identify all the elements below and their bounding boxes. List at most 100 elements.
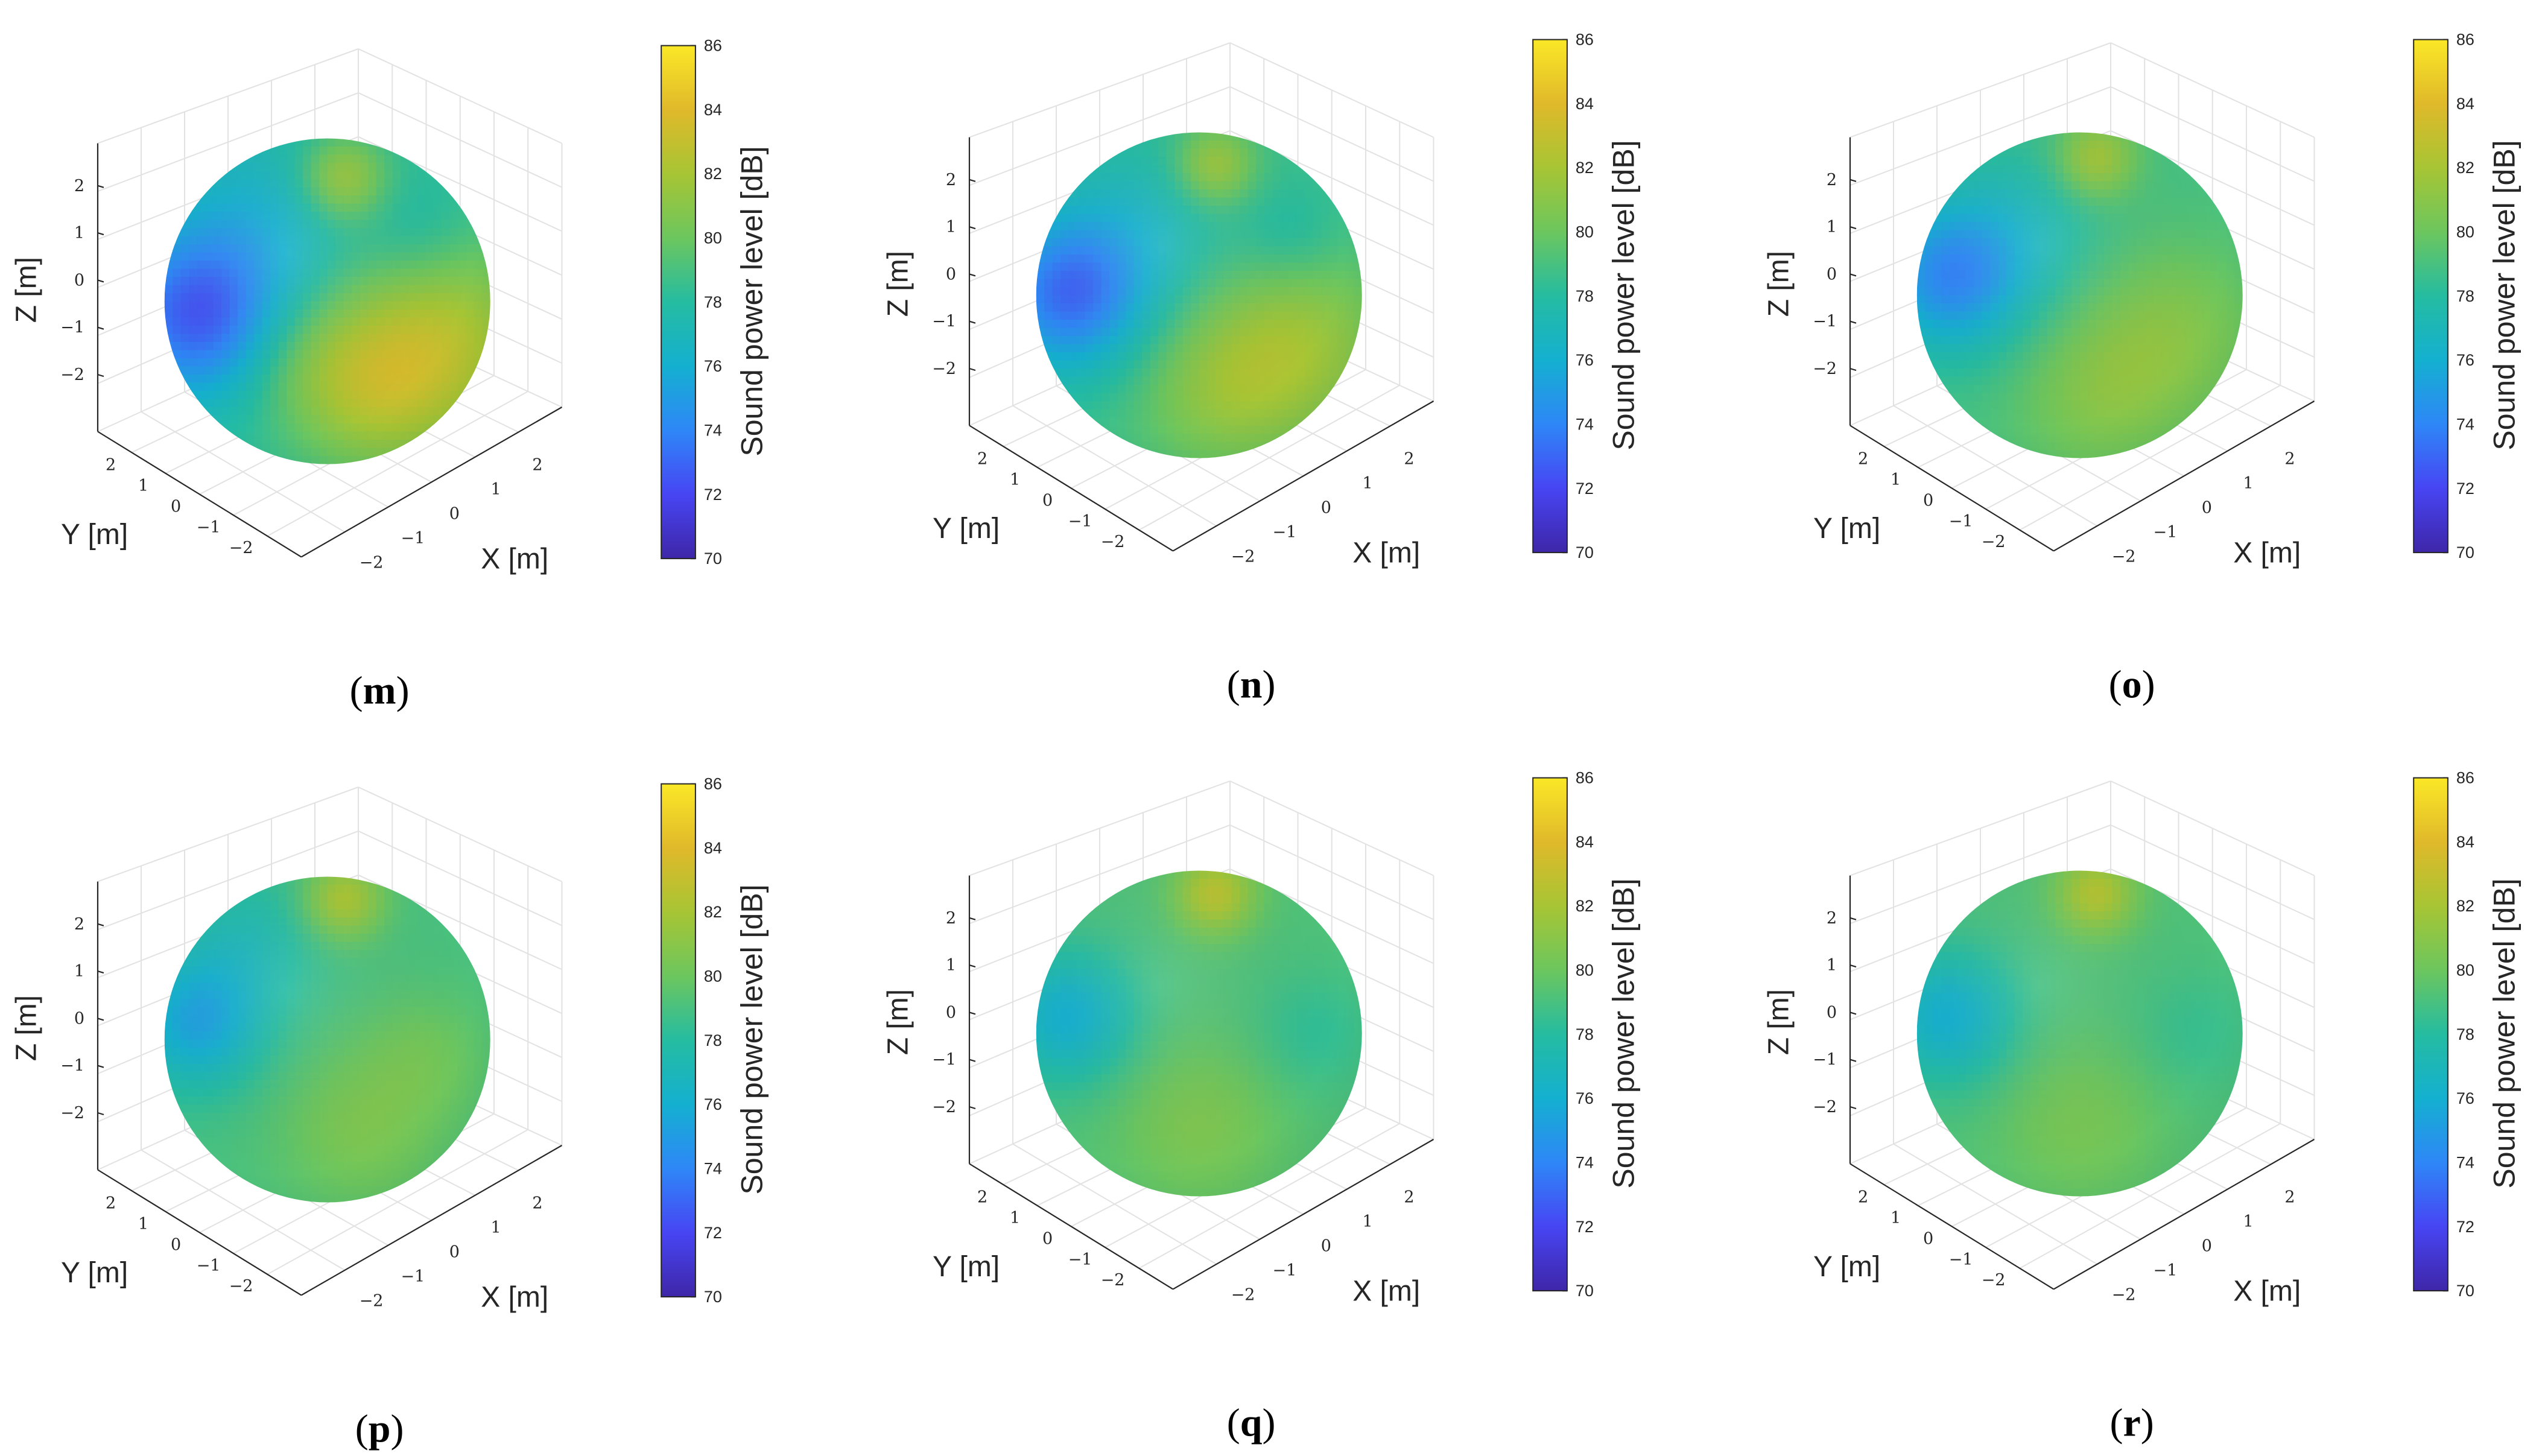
surface-cell (2234, 344, 2243, 353)
y-tick-label: 2 (106, 456, 116, 475)
surface-cell (1272, 442, 1281, 451)
surface-cell (2210, 189, 2219, 198)
surface-cell (2128, 450, 2137, 458)
z-tick (1849, 367, 1857, 372)
surface-cell (213, 1162, 222, 1171)
x-axis-label: X [m] (1352, 537, 1420, 569)
surface-cell (466, 203, 475, 212)
y-tick-label: −2 (1982, 533, 2006, 551)
surface-cell (1093, 425, 1102, 434)
surface-cell (1085, 417, 1094, 426)
surface-cell (1329, 189, 1338, 198)
caption-letter: m (363, 668, 396, 712)
z-tick (97, 326, 104, 330)
surface-cell (482, 350, 490, 359)
z-tick (969, 367, 976, 372)
surface-cell (164, 983, 173, 992)
surface-cell (2153, 442, 2162, 451)
z-axis-label: Z [m] (10, 995, 42, 1061)
x-tick-label: 2 (532, 456, 542, 475)
x-tick-label: −2 (2112, 548, 2136, 566)
surface-cell (1036, 238, 1045, 247)
x-tick-label: 0 (1321, 499, 1331, 518)
surface-cell (1916, 352, 1926, 361)
z-tick-label: 2 (74, 177, 84, 195)
surface-cell (376, 456, 385, 464)
surface-cell (449, 407, 458, 416)
y-tick-label: 1 (138, 1215, 148, 1233)
grid-line (1893, 405, 2098, 527)
surface-cell (466, 391, 475, 400)
surface-cell (221, 1170, 230, 1179)
y-axis-label: Y [m] (61, 1257, 128, 1289)
x-tick-label: 0 (2202, 499, 2212, 518)
surface-cell (1354, 352, 1362, 361)
surface-cell (1247, 450, 1257, 458)
colorbar-tick-label: 78 (2456, 287, 2474, 305)
surface-cell (262, 876, 271, 885)
colorbar-tick-label: 82 (2456, 159, 2474, 177)
surface-cell (1296, 425, 1305, 434)
x-axis-line (2053, 400, 2315, 552)
z-tick-label: −2 (1813, 359, 1837, 378)
colorbar-tick-label: 80 (704, 229, 722, 247)
sphere-shading (1916, 132, 2243, 458)
caption-paren: ( (1227, 662, 1240, 706)
surface-cell (2226, 214, 2235, 223)
y-tick-label: −2 (1101, 533, 1125, 551)
colorbar-tick-label: 86 (704, 37, 722, 55)
surface-cell (441, 415, 450, 424)
surface-cell (173, 375, 182, 384)
colorbar-tick-label: 80 (1576, 223, 1594, 241)
surface-cell (1101, 148, 1110, 157)
surface-cell (1949, 401, 1958, 410)
z-tick-label: 2 (74, 915, 84, 934)
z-tick-label: 0 (1827, 265, 1837, 283)
colorbar-tick-label: 84 (1576, 95, 1594, 113)
x-tick-label: −1 (2154, 523, 2178, 542)
colorbar-tick-label: 70 (1576, 543, 1594, 562)
surface-cell (457, 195, 466, 204)
colorbar-tick-label: 82 (704, 165, 722, 183)
y-tick-label: 2 (1858, 450, 1868, 469)
y-tick-label: −1 (1949, 512, 1973, 531)
z-tick-label: 0 (74, 1009, 84, 1028)
z-tick (1849, 179, 1857, 182)
colorbar-tick-label: 86 (2456, 31, 2474, 49)
z-tick-label: −1 (60, 1057, 84, 1075)
colorbar (2413, 39, 2448, 554)
colorbar-tick-label: 72 (1576, 480, 1594, 498)
z-tick-label: 2 (946, 171, 956, 189)
y-tick-label: 1 (1891, 470, 1901, 489)
colorbar-tick-label: 72 (704, 486, 722, 504)
z-tick-label: −2 (60, 366, 84, 384)
colorbar-tick-label: 76 (2456, 351, 2474, 369)
surface-cell (229, 893, 238, 902)
surface-cell (474, 220, 483, 229)
z-tick (97, 1112, 104, 1116)
x-tick-label: 0 (449, 1243, 460, 1262)
colorbar-label: Sound power level [dB] (735, 146, 769, 456)
x-tick-label: −1 (401, 1267, 425, 1286)
sphere-shading (164, 138, 490, 464)
colorbar-label: Sound power level [dB] (2488, 140, 2521, 450)
surface-cell (1354, 238, 1362, 247)
y-axis-label: Y [m] (61, 519, 128, 551)
surface-cell (246, 885, 255, 894)
grid-line (141, 1149, 346, 1271)
y-tick-label: −1 (197, 1256, 221, 1275)
x-tick-label: 1 (491, 1218, 501, 1237)
surface-cell (2202, 181, 2211, 190)
surface-cell (1941, 393, 1950, 402)
z-tick (97, 1018, 104, 1021)
surface-cell (1117, 141, 1126, 150)
surface-cell (449, 187, 458, 196)
x-tick-label: −2 (1231, 548, 1255, 566)
z-tick (1849, 273, 1857, 277)
surface-cell (1313, 409, 1322, 418)
surface-cell (1337, 385, 1346, 394)
surface-cell (1916, 238, 1926, 247)
x-axis-line (300, 407, 563, 558)
surface-cell (1305, 417, 1314, 426)
